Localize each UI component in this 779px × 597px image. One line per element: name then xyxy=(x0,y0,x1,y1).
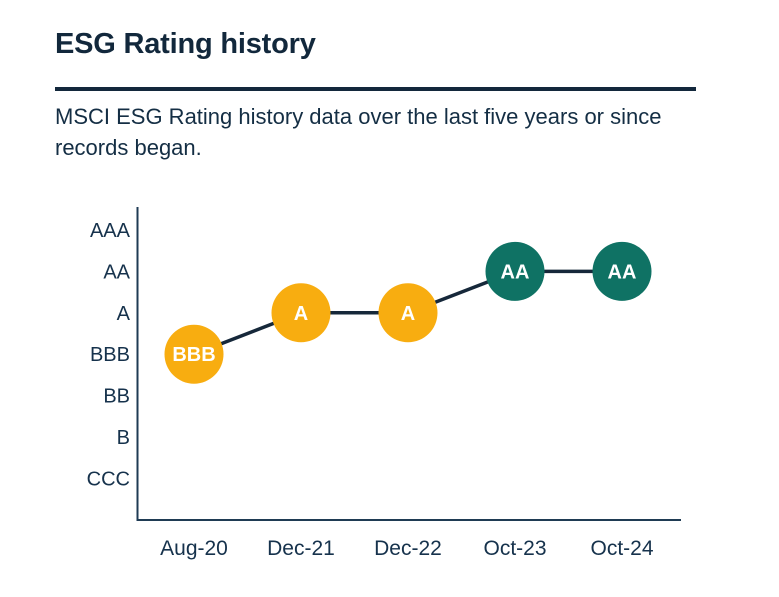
y-axis-label: CCC xyxy=(87,468,130,490)
y-axis-label: BB xyxy=(103,386,130,408)
x-axis-label: Oct-24 xyxy=(590,537,653,560)
rating-marker xyxy=(271,283,331,343)
page-title: ESG Rating history xyxy=(55,28,316,60)
y-axis-label: A xyxy=(117,303,131,325)
rating-marker xyxy=(164,324,224,384)
rating-marker xyxy=(485,241,545,301)
rating-marker xyxy=(592,241,652,301)
x-axis-label: Dec-21 xyxy=(267,537,335,560)
page-subtitle: MSCI ESG Rating history data over the la… xyxy=(55,104,662,160)
y-axis-label: AA xyxy=(103,261,130,283)
rating-marker-label: A xyxy=(294,303,308,325)
rating-marker-label: BBB xyxy=(172,344,215,366)
x-axis-label: Aug-20 xyxy=(160,537,228,560)
y-axis-label: B xyxy=(117,427,130,449)
y-axis-label: BBB xyxy=(90,344,130,366)
rating-marker-label: AA xyxy=(501,261,530,283)
rating-marker-label: A xyxy=(401,303,415,325)
title-divider xyxy=(55,87,696,91)
x-axis-label: Dec-22 xyxy=(374,537,442,560)
rating-marker xyxy=(378,283,438,343)
rating-marker-label: AA xyxy=(608,261,637,283)
x-axis-label: Oct-23 xyxy=(483,537,546,560)
y-axis-label: AAA xyxy=(90,220,131,242)
